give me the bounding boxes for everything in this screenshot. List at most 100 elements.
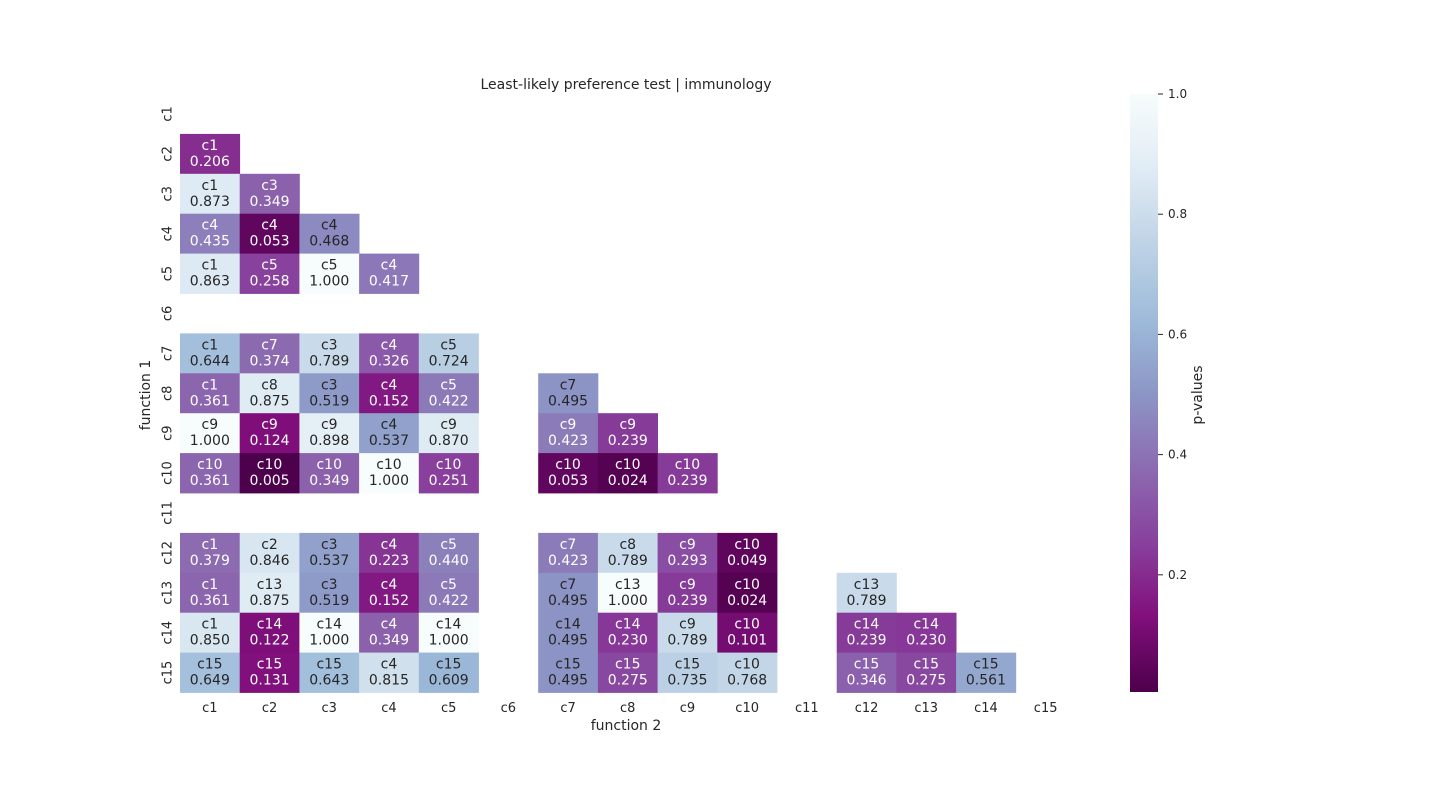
heatmap-cell-c5-c4: c40.417 [359,253,420,294]
cell-rect [299,253,360,294]
cell-rect [418,453,479,494]
cell-rect [657,612,718,653]
cell-rect [239,173,300,215]
heatmap-cell-c8-c3: c30.519 [299,373,360,414]
cell-value: 0.495 [548,593,588,609]
cell-rect [180,213,241,254]
cell-rect [717,572,778,614]
cell-rect [657,652,718,693]
cell-rect [597,453,658,494]
cell-label: c1 [202,337,219,353]
cell-value: 0.789 [608,553,648,569]
cell-value: 0.815 [369,673,409,689]
cell-label: c1 [202,178,219,194]
cell-rect [299,213,360,254]
cell-label: c10 [734,617,760,633]
cell-label: c9 [202,417,219,433]
cell-label: c7 [560,577,577,593]
cell-label: c4 [381,377,398,393]
cell-label: c10 [734,537,760,553]
cell-label: c15 [436,657,462,673]
cell-label: c4 [381,337,398,353]
cell-value: 0.435 [190,234,230,250]
cell-rect [239,373,300,414]
cell-value: 0.898 [309,433,349,449]
cell-label: c4 [381,577,398,593]
cell-value: 0.349 [309,473,349,489]
cell-label: c4 [261,218,278,234]
cell-value: 0.468 [309,234,349,250]
cell-value: 0.724 [429,353,469,369]
cell-rect [299,532,360,574]
cell-value: 0.374 [250,353,290,369]
x-tick-label: c9 [680,701,695,716]
cell-rect [597,572,658,614]
heatmap-cell-c4-c2: c40.053 [239,213,300,254]
cell-rect [538,413,599,454]
colorbar-gradient [1130,94,1158,692]
cell-value: 0.643 [309,673,349,689]
cell-label: c10 [734,657,760,673]
cell-value: 0.537 [309,553,349,569]
cell-value: 0.239 [608,433,648,449]
x-tick-label: c1 [202,701,217,716]
cell-value: 0.326 [369,353,409,369]
cell-value: 0.251 [429,473,469,489]
cell-rect [538,373,599,414]
x-tick-label: c5 [441,701,456,716]
cell-label: c14 [615,617,641,633]
cell-value: 0.124 [250,433,290,449]
cell-label: c9 [679,577,696,593]
cell-label: c1 [202,577,219,593]
cell-value: 0.423 [548,553,588,569]
cell-rect [538,612,599,653]
cell-rect [239,213,300,254]
cell-value: 0.379 [190,553,230,569]
heatmap-cell-c8-c1: c10.361 [180,373,241,414]
cell-rect [359,453,420,494]
cell-value: 1.000 [309,633,349,649]
cell-value: 0.519 [309,593,349,609]
cell-label: c10 [376,457,402,473]
cell-rect [239,572,300,614]
cell-label: c1 [202,617,219,633]
cell-value: 0.863 [190,274,230,290]
cell-value: 0.519 [309,393,349,409]
cell-value: 0.789 [667,633,707,649]
cell-rect [836,652,897,693]
cell-rect [299,572,360,614]
x-tick-labels: c1 c2 c3 c4 c5 c6 c7 c8 c9 c10 c11 c12 c13 c14 c15 [202,701,1057,716]
heatmap-cell-c12-c8: c80.789 [597,532,658,574]
cell-value: 0.609 [429,673,469,689]
cell-value: 0.230 [906,633,946,649]
cell-label: c3 [321,537,338,553]
cell-label: c9 [679,537,696,553]
cell-label: c13 [615,577,641,593]
heatmap-cell-c9-c5: c90.870 [418,413,479,454]
cell-value: 0.870 [429,433,469,449]
cell-label: c1 [202,537,219,553]
x-tick-label: c13 [914,701,938,716]
cell-rect [180,612,241,653]
cell-label: c5 [440,537,457,553]
cell-label: c3 [261,178,278,194]
cell-value: 0.230 [608,633,648,649]
heatmap-cell-c7-c2: c70.374 [239,333,300,374]
heatmap-cell-c7-c4: c40.326 [359,333,420,374]
y-tick-label: c6 [161,306,176,321]
cell-value: 0.361 [190,473,230,489]
colorbar-tick-label: 0.2 [1168,568,1187,582]
cell-value: 1.000 [309,274,349,290]
cell-label: c9 [619,417,636,433]
